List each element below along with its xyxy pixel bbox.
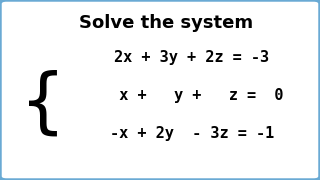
Text: {: { [20, 70, 66, 139]
Text: 2x + 3y + 2z = -3: 2x + 3y + 2z = -3 [115, 50, 269, 65]
Text: -x + 2y  - 3z = -1: -x + 2y - 3z = -1 [110, 126, 274, 141]
Text: x +   y +   z =  0: x + y + z = 0 [101, 88, 283, 103]
Text: Solve the system: Solve the system [79, 14, 253, 32]
